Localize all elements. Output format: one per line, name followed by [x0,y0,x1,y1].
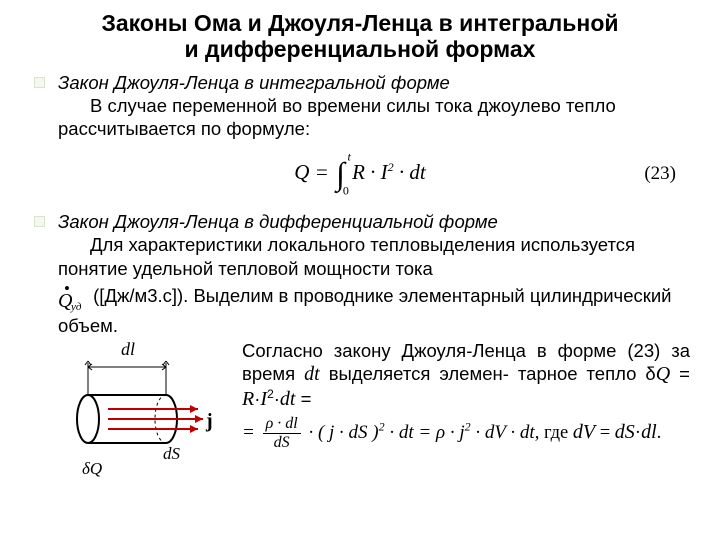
stmt-R: R [242,388,254,410]
section-1: Закон Джоуля-Ленца в интегральной форме … [30,71,690,140]
slide-title: Законы Ома и Джоуля-Ленца в интегральной… [30,10,690,63]
int-lower: 0 [343,184,349,199]
q-sub: уд [71,301,81,315]
eq2-dl: dl [641,421,657,443]
para1-text: Для характеристики локального тепловыдел… [58,234,635,278]
stmt-dt2: dt [280,388,296,410]
formula-23-body: Q = ∫ t 0 R · I2 · dt [294,156,426,193]
stmt-eq: = [670,363,690,384]
eq2-mid1: · ( j · dS ) [308,422,378,443]
formula-23: Q = ∫ t 0 R · I2 · dt (23) [30,146,690,202]
q-ud-symbol: • Q уд [58,280,88,314]
formula-integrand: R · I [352,160,388,184]
stmt-dt: dt [304,363,320,385]
title-line-2: и дифференциальной формах [185,36,536,62]
formula-23-number: (23) [644,163,676,185]
figure-and-text-row: dl [58,339,690,484]
units-text: ([Дж/м3.с]). Выделим в проводнике элемен… [58,285,672,336]
section-2-text-1: Для характеристики локального тепловыдел… [58,233,690,279]
eq2-tail-eq: = [595,423,615,443]
section-2-heading: Закон Джоуля-Ленца в дифференциальной фо… [58,210,690,233]
stmt-I2: 2 [267,387,274,401]
eq2-mid2: · dt = ρ · j [385,422,465,443]
label-dl: dl [121,339,135,359]
label-j: j [205,410,213,432]
eq2-prefix: = [242,422,255,443]
equation-line-2: = ρ · dl dS · ( j · dS )2 · dt = ρ · j2 … [242,416,690,451]
title-line-1: Законы Ома и Джоуля-Ленца в интегральной [101,10,618,36]
statement-column: Согласно закону Джоуля-Ленца в форме (23… [242,339,690,451]
section-1-text: В случае переменной во времени силы тока… [58,94,690,140]
eq2-frac-d: dS [263,434,301,451]
section-2: Закон Джоуля-Ленца в дифференциальной фо… [30,210,690,484]
cylinder-figure: dl [58,339,228,484]
eq2-tail-pre: , где [535,423,573,443]
eq2-dot2: . [657,422,662,443]
stmt-l2b: выделяется элемен- [320,363,509,384]
int-upper: t [348,150,351,165]
stmt-Q: Q [656,363,670,385]
statement-text: Согласно закону Джоуля-Ленца в форме (23… [242,339,690,412]
integral-icon: ∫ t 0 [336,156,345,193]
eq2-ds: dS [615,421,635,443]
eq2-frac: ρ · dl dS [263,416,301,451]
section-1-heading: Закон Джоуля-Ленца в интегральной форме [58,71,690,94]
formula-lhs: Q = [294,160,329,184]
eq2-mid3: · dV · dt [471,422,535,443]
stmt-equals: = [295,388,311,409]
eq2-frac-n: ρ · dl [263,416,301,434]
bullet-icon [34,216,45,227]
label-dS: dS [163,444,181,463]
section-2-text-2: • Q уд ([Дж/м3.с]). Выделим в проводнике… [58,280,690,337]
label-dQ: δQ [82,459,102,478]
stmt-l3: тарное тепло δ [518,363,656,384]
stmt-l1: Согласно закону Джоуля-Ленца в форме [242,340,616,361]
formula-dt: · dt [394,160,426,184]
eq2-dv: dV [573,421,595,443]
bullet-icon [34,77,45,88]
